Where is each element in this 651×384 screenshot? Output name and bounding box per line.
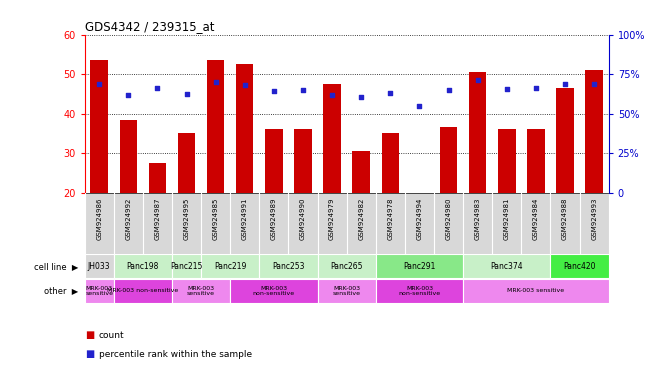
Bar xyxy=(527,129,545,193)
Bar xyxy=(469,72,486,193)
Text: GSM924993: GSM924993 xyxy=(591,197,597,240)
Text: GSM924991: GSM924991 xyxy=(242,197,248,240)
Point xyxy=(152,85,163,91)
Text: MRK-003
sensitive: MRK-003 sensitive xyxy=(85,286,113,296)
FancyBboxPatch shape xyxy=(85,279,114,303)
Text: GSM924981: GSM924981 xyxy=(504,197,510,240)
FancyBboxPatch shape xyxy=(172,279,230,303)
Point xyxy=(269,88,279,94)
Text: GSM924986: GSM924986 xyxy=(96,197,102,240)
Point xyxy=(414,103,424,109)
Point xyxy=(560,81,570,87)
FancyBboxPatch shape xyxy=(551,254,609,278)
Text: Panc198: Panc198 xyxy=(127,262,159,271)
Bar xyxy=(324,84,341,193)
Text: percentile rank within the sample: percentile rank within the sample xyxy=(99,350,252,359)
Text: GSM924987: GSM924987 xyxy=(154,197,160,240)
Text: MRK-003 non-sensitive: MRK-003 non-sensitive xyxy=(107,288,178,293)
Bar xyxy=(411,193,428,195)
Point xyxy=(473,77,483,83)
Point xyxy=(356,94,367,100)
Text: other  ▶: other ▶ xyxy=(44,286,78,295)
Point xyxy=(443,87,454,93)
Text: Panc253: Panc253 xyxy=(272,262,305,271)
Text: GSM924980: GSM924980 xyxy=(445,197,452,240)
Point xyxy=(531,85,541,91)
Point xyxy=(240,82,250,88)
FancyBboxPatch shape xyxy=(230,279,318,303)
Point xyxy=(210,79,221,85)
Text: GSM924985: GSM924985 xyxy=(213,197,219,240)
Point xyxy=(123,91,133,98)
Point xyxy=(182,91,192,97)
Point xyxy=(298,87,308,93)
Bar xyxy=(556,88,574,193)
FancyBboxPatch shape xyxy=(318,254,376,278)
Text: JH033: JH033 xyxy=(88,262,111,271)
Bar xyxy=(236,64,253,193)
Text: GSM924979: GSM924979 xyxy=(329,197,335,240)
FancyBboxPatch shape xyxy=(463,254,551,278)
Point xyxy=(94,81,104,88)
Text: MRK-003
non-sensitive: MRK-003 non-sensitive xyxy=(398,286,441,296)
Point xyxy=(385,90,396,96)
FancyBboxPatch shape xyxy=(376,254,463,278)
Bar xyxy=(498,129,516,193)
FancyBboxPatch shape xyxy=(85,254,114,278)
Text: Panc291: Panc291 xyxy=(403,262,436,271)
Text: GSM924990: GSM924990 xyxy=(300,197,306,240)
Text: GSM924982: GSM924982 xyxy=(358,197,364,240)
FancyBboxPatch shape xyxy=(318,279,376,303)
Text: MRK-003
sensitive: MRK-003 sensitive xyxy=(187,286,215,296)
Text: count: count xyxy=(99,331,124,340)
Text: MRK-003
non-sensitive: MRK-003 non-sensitive xyxy=(253,286,295,296)
FancyBboxPatch shape xyxy=(376,279,463,303)
Text: Panc219: Panc219 xyxy=(214,262,246,271)
Point xyxy=(589,81,600,87)
Text: MRK-003 sensitive: MRK-003 sensitive xyxy=(507,288,564,293)
Point xyxy=(327,93,337,99)
Bar xyxy=(207,60,225,193)
Bar xyxy=(440,127,457,193)
Bar xyxy=(585,70,603,193)
Text: GSM924992: GSM924992 xyxy=(125,197,132,240)
Bar xyxy=(352,151,370,193)
Point xyxy=(501,86,512,92)
Bar xyxy=(178,133,195,193)
Text: GSM924995: GSM924995 xyxy=(184,197,189,240)
Text: Panc374: Panc374 xyxy=(490,262,523,271)
Text: GSM924989: GSM924989 xyxy=(271,197,277,240)
FancyBboxPatch shape xyxy=(114,254,172,278)
Text: GSM924983: GSM924983 xyxy=(475,197,480,240)
FancyBboxPatch shape xyxy=(172,254,201,278)
FancyBboxPatch shape xyxy=(259,254,318,278)
Text: Panc420: Panc420 xyxy=(563,262,596,271)
Bar xyxy=(120,119,137,193)
Text: GSM924994: GSM924994 xyxy=(417,197,422,240)
Bar xyxy=(148,163,166,193)
Text: cell line  ▶: cell line ▶ xyxy=(34,262,78,271)
Bar xyxy=(294,129,312,193)
Text: MRK-003
sensitive: MRK-003 sensitive xyxy=(333,286,361,296)
Text: GSM924984: GSM924984 xyxy=(533,197,539,240)
Text: ■: ■ xyxy=(85,349,94,359)
Text: GSM924978: GSM924978 xyxy=(387,197,393,240)
FancyBboxPatch shape xyxy=(463,279,609,303)
Text: Panc215: Panc215 xyxy=(171,262,202,271)
Bar xyxy=(265,129,283,193)
Text: ■: ■ xyxy=(85,330,94,340)
FancyBboxPatch shape xyxy=(114,279,172,303)
FancyBboxPatch shape xyxy=(85,193,609,254)
Text: Panc265: Panc265 xyxy=(331,262,363,271)
Bar xyxy=(381,133,399,193)
Bar xyxy=(90,60,108,193)
Text: GDS4342 / 239315_at: GDS4342 / 239315_at xyxy=(85,20,214,33)
FancyBboxPatch shape xyxy=(201,254,259,278)
Text: GSM924988: GSM924988 xyxy=(562,197,568,240)
